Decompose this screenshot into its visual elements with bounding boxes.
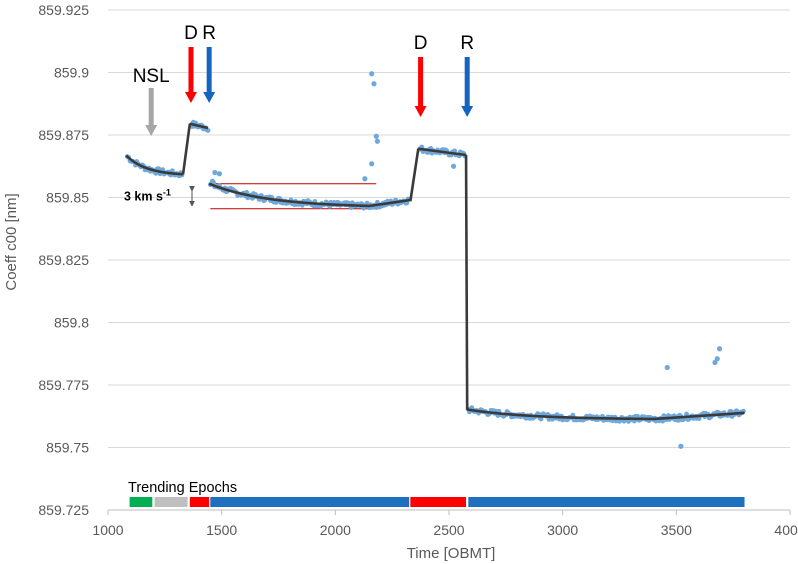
fit-line-rise-2 xyxy=(409,148,420,202)
fit-line-decon-1 xyxy=(189,122,209,130)
x-axis-title: Time [OBMT] xyxy=(407,545,496,562)
fit-line-drop xyxy=(464,154,469,411)
x-tick-label: 2500 xyxy=(433,522,464,538)
y-tick-label: 859.775 xyxy=(38,377,89,393)
epoch-bar xyxy=(210,497,410,507)
x-tick-label: 2000 xyxy=(320,522,351,538)
r-arrow-head xyxy=(461,106,474,117)
d-arrow-head xyxy=(414,106,427,117)
epoch-bar xyxy=(410,497,467,507)
y-tick-label: 859.85 xyxy=(46,190,89,206)
r-arrow-head xyxy=(203,92,216,103)
y-tick-label: 859.875 xyxy=(38,127,89,143)
outlier-point xyxy=(369,71,375,77)
d-label: D xyxy=(184,23,198,44)
outlier-point xyxy=(712,359,718,366)
y-axis-ticks: 859.725 859.75 859.775 859.8 859.825 859.85 85… xyxy=(38,2,89,518)
x-tick-label: 3500 xyxy=(661,522,692,538)
bracket-label-superscript: -1 xyxy=(163,187,171,197)
outlier-point xyxy=(664,364,670,371)
x-tick-label: 3000 xyxy=(547,522,578,538)
y-tick-label: 859.75 xyxy=(46,440,89,456)
r-label: R xyxy=(460,33,474,54)
outlier-point xyxy=(714,356,720,362)
fit-line-decon-2 xyxy=(418,147,467,157)
trending-epochs-title: Trending Epochs xyxy=(128,480,237,496)
bracket-label: 3 km s-1 xyxy=(124,187,171,203)
epoch-bar xyxy=(468,497,745,507)
r-label: R xyxy=(202,23,216,44)
trending-epochs-bars xyxy=(129,497,745,507)
fit-line-epoch-2 xyxy=(466,408,745,421)
outlier-point xyxy=(373,133,379,139)
y-tick-label: 859.8 xyxy=(54,315,89,331)
x-tick-label: 1500 xyxy=(206,522,237,538)
nsl-arrow-head xyxy=(145,125,158,136)
outlier-point xyxy=(374,138,380,144)
fit-line-rise-1 xyxy=(181,123,192,175)
x-tick-label: 4000 xyxy=(774,522,798,538)
outlier-point xyxy=(212,169,218,176)
outlier-point xyxy=(362,176,368,182)
outlier-point xyxy=(716,346,723,352)
d-label: D xyxy=(414,33,428,54)
outlier-point xyxy=(371,81,377,87)
outlier-point xyxy=(678,443,684,449)
nsl-label: NSL xyxy=(133,66,170,87)
y-tick-label: 859.925 xyxy=(38,2,89,18)
outlier-point xyxy=(209,178,216,184)
outlier-point xyxy=(216,171,222,177)
x-tick-label: 1000 xyxy=(92,522,123,538)
outlier-point xyxy=(369,161,375,167)
y-tick-label: 859.9 xyxy=(54,65,89,81)
data-point xyxy=(684,411,689,417)
y-tick-label: 859.725 xyxy=(38,502,89,518)
gridlines xyxy=(108,9,790,511)
d-arrow-head xyxy=(184,92,197,103)
epoch-bar xyxy=(189,497,210,507)
outlier-point xyxy=(450,163,457,169)
data-point xyxy=(205,128,211,133)
fit-lines xyxy=(125,122,745,421)
x-axis-ticks: 1000 1500 2000 2500 3000 3500 4000 xyxy=(92,510,798,538)
fit-line-epoch-1 xyxy=(208,182,411,208)
y-tick-label: 859.825 xyxy=(38,252,89,268)
bracket-label-text: 3 km s xyxy=(124,189,163,203)
epoch-bar xyxy=(129,497,153,507)
data-point xyxy=(538,416,544,422)
rate-bracket: 3 km s-1 xyxy=(124,183,377,210)
epoch-bar xyxy=(154,497,188,507)
y-axis-title: Coeff c00 [nm] xyxy=(3,193,20,290)
fit-line-NSL xyxy=(125,154,184,176)
